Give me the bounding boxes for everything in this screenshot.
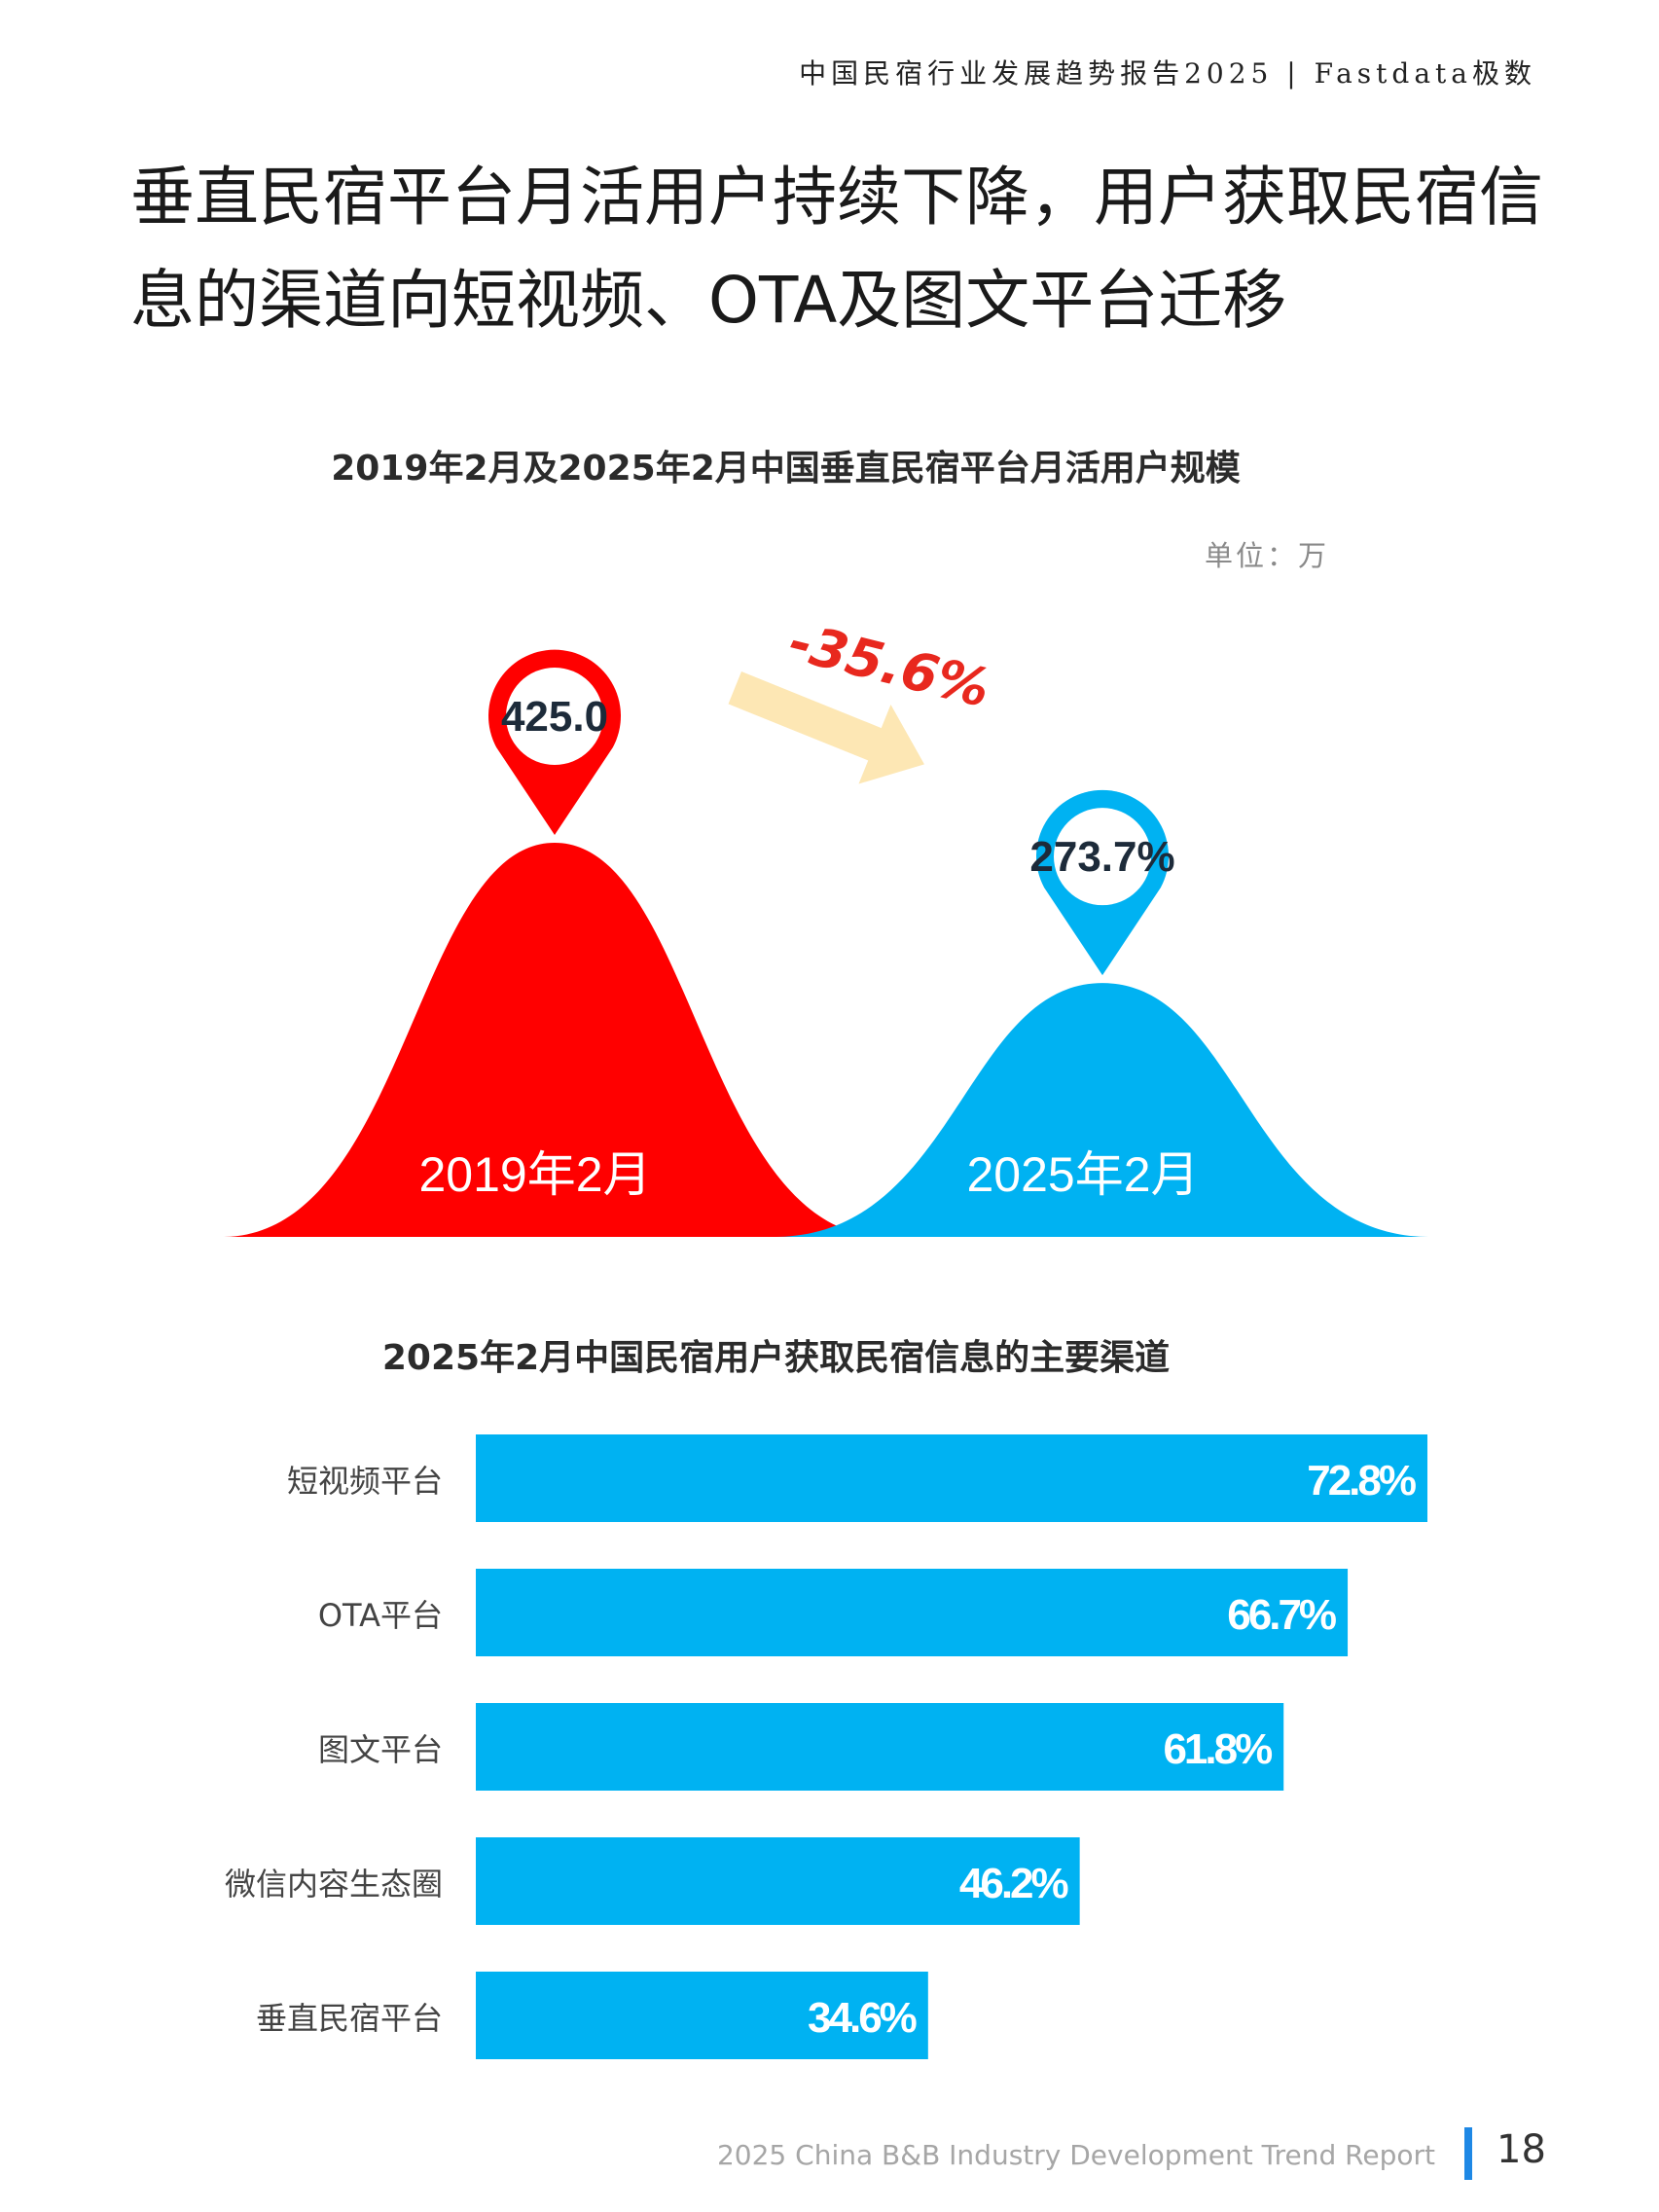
bar-category-3: 图文平台 — [317, 1731, 443, 1768]
bar-value-5: 34.6% — [808, 1994, 917, 2042]
mountain-chart-title: 2019年2月及2025年2月中国垂直民宿平台月活用户规模 — [331, 449, 1241, 489]
bar-category-5: 垂直民宿平台 — [255, 2000, 443, 2037]
category-label-1: 2019年2月 — [418, 1147, 651, 1202]
value-label-1: 425.0 — [501, 693, 608, 741]
pin-hole-2 — [1054, 808, 1151, 906]
bar-category-2: OTA平台 — [317, 1597, 443, 1634]
footer-accent-bar — [1464, 2127, 1472, 2180]
value-label-2: 273.7% — [1029, 833, 1174, 881]
footer-text: 2025 China B&B Industry Development Tren… — [716, 2139, 1435, 2171]
bar-chart-title: 2025年2月中国民宿用户获取民宿信息的主要渠道 — [381, 1338, 1171, 1378]
bar-value-4: 46.2% — [959, 1860, 1068, 1907]
bar-value-3: 61.8% — [1163, 1725, 1272, 1773]
page-number: 18 — [1497, 2127, 1546, 2172]
bar-3 — [476, 1703, 1284, 1791]
bar-value-2: 66.7% — [1227, 1591, 1336, 1639]
change-arrow — [728, 671, 924, 784]
bar-5 — [476, 1972, 928, 2059]
pin-hole-1 — [506, 668, 603, 765]
mountain-2 — [776, 983, 1428, 1237]
bar-2 — [476, 1569, 1349, 1656]
report-header: 中国民宿行业发展趋势报告2025 | Fastdata极数 — [799, 57, 1536, 90]
mountain-1 — [224, 843, 885, 1237]
category-label-2: 2025年2月 — [966, 1147, 1199, 1202]
bar-category-4: 微信内容生态圈 — [224, 1866, 443, 1903]
bar-1 — [476, 1434, 1427, 1522]
bar-4 — [476, 1837, 1080, 1925]
unit-label: 单位：万 — [1205, 539, 1330, 572]
change-arrow-shape — [728, 671, 924, 784]
bar-value-1: 72.8% — [1307, 1457, 1416, 1505]
page-title: 垂直民宿平台月活用户持续下降，用户获取民宿信息的渠道向短视频、OTA及图文平台迁… — [130, 160, 1543, 338]
bar-category-1: 短视频平台 — [286, 1463, 443, 1500]
